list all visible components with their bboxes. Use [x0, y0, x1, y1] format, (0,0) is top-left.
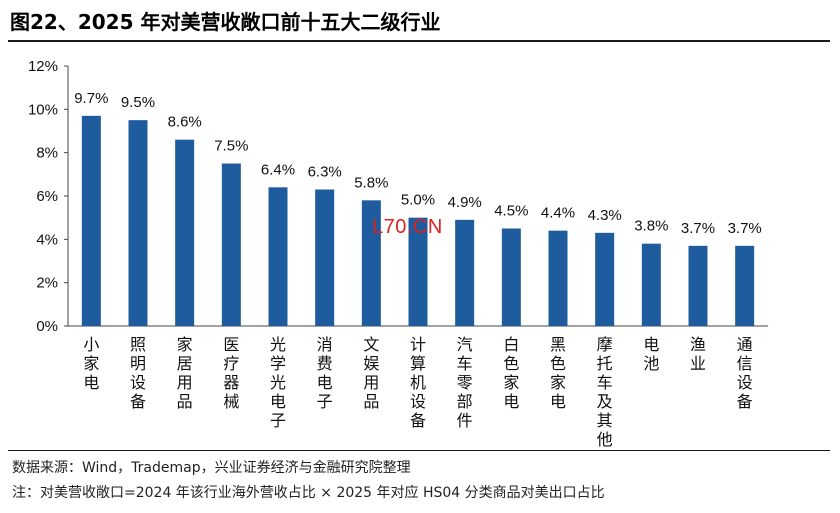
bar-value-label: 9.5% [121, 94, 155, 111]
source-note: 数据来源：Wind，Trademap，兴业证券经济与金融研究院整理 [12, 460, 411, 476]
x-category-label: 电池 [643, 335, 659, 373]
title-divider [8, 40, 830, 42]
category-labels: 小家电 照明设备 家居用品 医疗器械 光学光电子 消费电子 文娱用品 计算机设备 汽车零部件 白色… [83, 335, 752, 449]
bar-value-label: 6.4% [261, 161, 295, 178]
x-category-label: 白色家电 [503, 335, 519, 411]
bar [501, 228, 521, 326]
x-category-label: 照明设备 [130, 335, 146, 411]
bar [221, 163, 241, 326]
bar [548, 230, 568, 326]
x-category-label: 渔业 [690, 335, 706, 373]
bar-value-label: 3.7% [728, 220, 762, 237]
bar [268, 187, 288, 326]
bar [735, 245, 755, 326]
bar-chart: 0% 2% 4% 6% 8% 10% 12% 9.7% 9.5% 8.6% 7.5% 6.4% 6.3… [28, 58, 768, 449]
bar [175, 139, 195, 326]
bar [81, 115, 101, 326]
bar [595, 232, 615, 326]
bar [408, 217, 428, 326]
y-tick-label: 12% [28, 58, 58, 75]
x-category-label: 汽车零部件 [457, 335, 473, 430]
watermark-text: L70.CN [372, 216, 443, 238]
y-tick-label: 6% [36, 188, 58, 205]
formula-note: 注：对美营收敞口=2024 年该行业海外营收占比 × 2025 年对应 HS04… [12, 485, 605, 501]
bar [128, 120, 148, 327]
value-labels: 9.7% 9.5% 8.6% 7.5% 6.4% 6.3% 5.8% 5.0% 4.9% 4.5%… [74, 90, 762, 237]
bar-value-label: 4.9% [448, 194, 482, 211]
bar [688, 245, 708, 326]
x-category-label: 摩托车及其他 [597, 335, 613, 449]
bar-value-label: 5.0% [401, 192, 435, 209]
bar-value-label: 7.5% [214, 138, 248, 155]
x-category-label: 文娱用品 [363, 335, 379, 411]
y-tick-label: 8% [36, 145, 58, 162]
bar [641, 243, 661, 326]
bar-value-label: 9.7% [74, 90, 108, 107]
x-category-label: 小家电 [83, 335, 99, 392]
x-category-label: 计算机设备 [410, 335, 426, 430]
x-category-label: 通信设备 [737, 335, 753, 411]
x-category-label: 医疗器械 [223, 335, 239, 411]
y-tick-label: 10% [28, 101, 58, 118]
footer-divider [8, 450, 830, 451]
bar-value-label: 3.7% [681, 220, 715, 237]
x-category-label: 黑色家电 [550, 335, 566, 411]
x-category-label: 光学光电子 [270, 335, 286, 430]
bar-value-label: 6.3% [308, 164, 342, 181]
bar-value-label: 4.5% [494, 203, 528, 220]
chart-title: 图22、2025 年对美营收敞口前十五大二级行业 [10, 10, 441, 34]
bar-value-label: 3.8% [634, 218, 668, 235]
y-tick-label: 4% [36, 231, 58, 248]
y-tick-label: 0% [36, 318, 58, 335]
bar-value-label: 4.4% [541, 205, 575, 222]
x-category-label: 消费电子 [317, 335, 333, 411]
bar-value-label: 8.6% [168, 114, 202, 131]
bar [361, 200, 381, 326]
bar-value-label: 4.3% [588, 207, 622, 224]
x-category-label: 家居用品 [177, 335, 193, 411]
y-tick-label: 2% [36, 275, 58, 292]
bar [315, 189, 335, 326]
bar-value-label: 5.8% [354, 174, 388, 191]
bar [455, 219, 475, 326]
bars [81, 115, 755, 327]
